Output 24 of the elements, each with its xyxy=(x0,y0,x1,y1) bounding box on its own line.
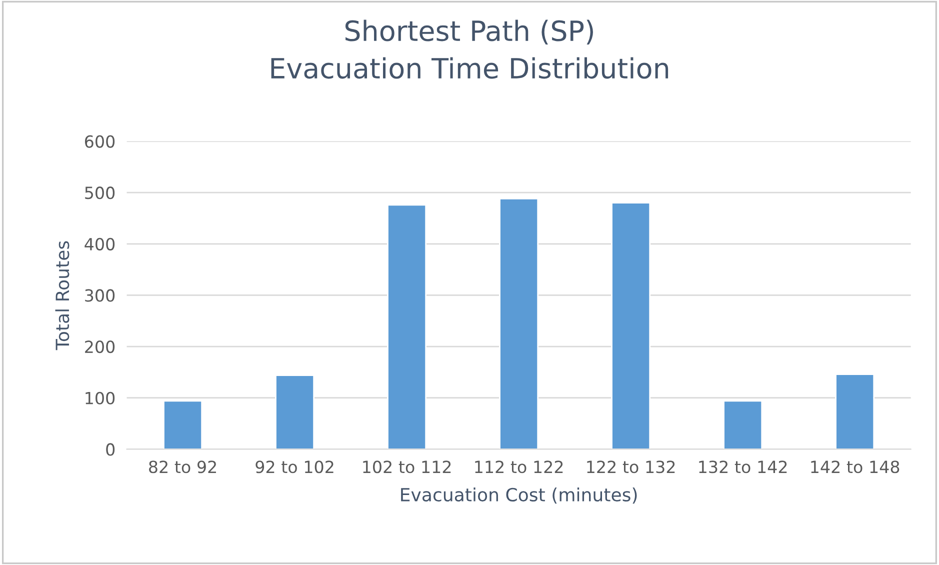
y-axis-title: Total Routes xyxy=(55,241,70,350)
bar xyxy=(163,400,203,450)
y-tick-label: 200 xyxy=(85,340,115,354)
x-tick-label: 102 to 112 xyxy=(363,460,451,474)
y-tick-label: 100 xyxy=(86,392,115,404)
x-tick-label: 92 to 102 xyxy=(256,460,334,474)
x-tick-label: 122 to 132 xyxy=(587,460,675,474)
bar xyxy=(611,202,651,450)
bar xyxy=(499,198,539,450)
bar xyxy=(723,400,763,450)
y-tick-label: 400 xyxy=(84,238,115,250)
chart-title: Shortest Path (SP) Evacuation Time Distribution xyxy=(271,20,668,79)
x-axis-title: Evacuation Cost (minutes) xyxy=(401,488,637,504)
y-tick-label: 600 xyxy=(85,135,115,148)
bar xyxy=(835,374,875,450)
x-tick-label: 112 to 122 xyxy=(475,460,563,474)
x-tick-label: 142 to 148 xyxy=(811,460,900,474)
x-tick-label: 82 to 92 xyxy=(149,460,216,474)
bar xyxy=(387,204,427,450)
x-tick-label: 132 to 142 xyxy=(699,460,787,474)
y-tick-label: 0 xyxy=(106,443,115,456)
bar xyxy=(275,374,315,450)
y-tick-label: 500 xyxy=(85,186,115,200)
y-tick-label: 300 xyxy=(85,289,115,302)
